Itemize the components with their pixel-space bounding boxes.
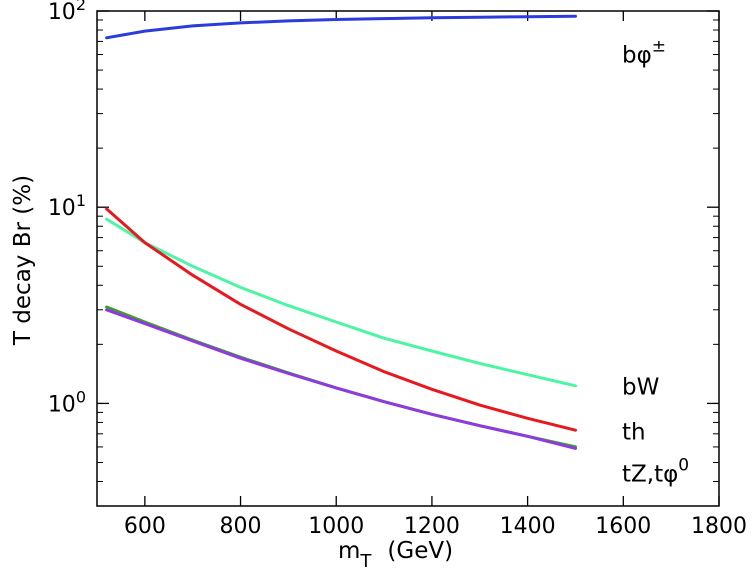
x-axis-ticks: 600 800 1000 1200 1400 1600 1800 <box>124 11 747 539</box>
x-tick-label: 1800 <box>691 514 747 539</box>
series-line-bphi <box>105 14 577 40</box>
x-tick-label: 1400 <box>500 514 556 539</box>
y-axis-ticks: 100 101 102 <box>48 0 719 507</box>
y-axis-title: T decay Br (%) <box>10 175 36 346</box>
y-tick-label: 100 <box>48 387 86 417</box>
x-axis-title: mT (GeV) <box>338 538 453 572</box>
x-tick-label: 600 <box>124 514 166 539</box>
x-tick-label: 1600 <box>595 514 651 539</box>
series-label-bW: bW <box>622 374 659 400</box>
series-label-bphi: bφ± <box>622 37 666 69</box>
series-label-th: th <box>622 419 646 445</box>
x-tick-label: 1200 <box>404 514 460 539</box>
series-line-tZ <box>105 305 577 449</box>
y-tick-label: 102 <box>48 0 86 25</box>
series-line-bW <box>105 217 577 388</box>
series-line-tphi0 <box>105 308 577 450</box>
series-lines <box>105 14 577 450</box>
x-tick-label: 1000 <box>308 514 364 539</box>
y-tick-label: 101 <box>48 191 86 221</box>
plot-frame <box>96 10 720 507</box>
series-label-tZ: tZ,tφ0 <box>622 455 689 487</box>
series-labels: bφ± bW th tZ,tφ0 <box>622 37 689 488</box>
x-tick-label: 800 <box>220 514 262 539</box>
series-line-th <box>105 207 577 432</box>
